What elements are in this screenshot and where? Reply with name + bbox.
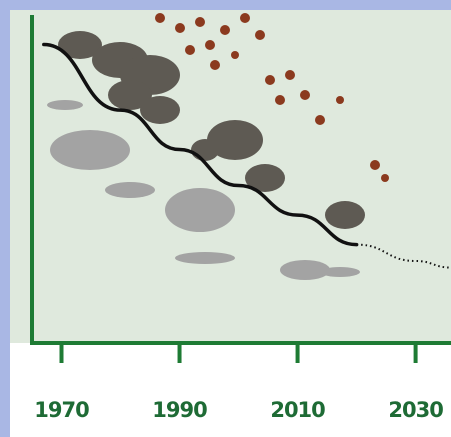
x-tick-label: 2030 <box>388 398 443 422</box>
chart: 1970 1990 2010 2030 <box>0 0 451 437</box>
x-tick-label: 1970 <box>34 398 89 422</box>
x-tick-label: 2010 <box>270 398 325 422</box>
page: {"chart_data": {"type": "line", "x": [19… <box>0 0 451 437</box>
x-tick-label: 1990 <box>152 398 207 422</box>
